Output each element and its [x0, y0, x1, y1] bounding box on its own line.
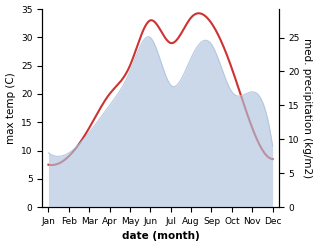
- Y-axis label: med. precipitation (kg/m2): med. precipitation (kg/m2): [302, 38, 313, 178]
- Y-axis label: max temp (C): max temp (C): [5, 72, 16, 144]
- X-axis label: date (month): date (month): [122, 231, 199, 242]
